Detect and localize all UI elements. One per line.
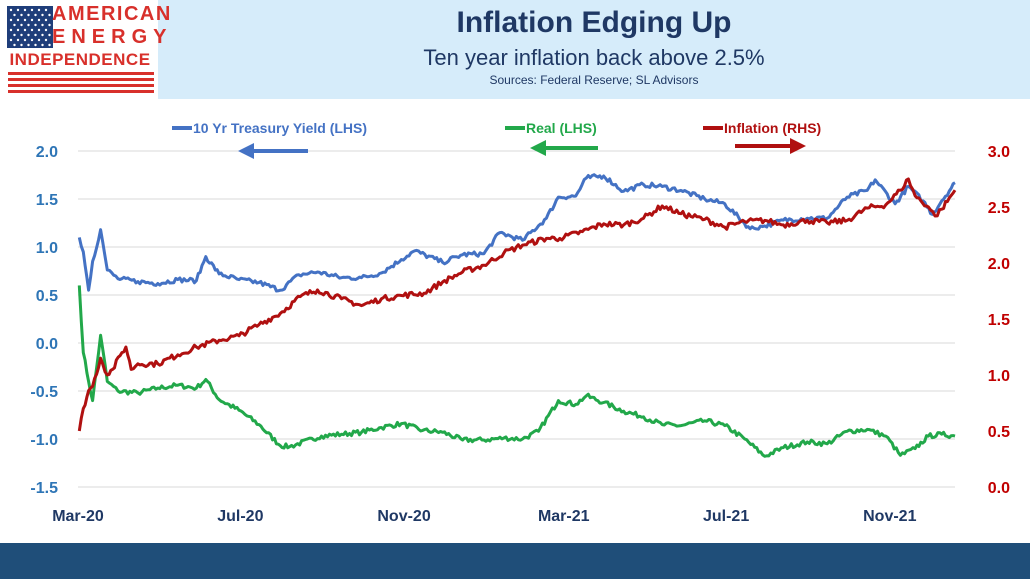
legend: 10 Yr Treasury Yield (LHS) Real (LHS) Infl… [172,120,821,159]
right-tick-label: 1.5 [988,312,1010,329]
page-subtitle: Ten year inflation back above 2.5% [423,45,765,70]
x-tick-label: Jul-21 [703,508,749,525]
series-layer [77,173,957,458]
flag-stripes-icon [8,72,154,93]
sources-note: Sources: Federal Reserve; SL Advisors [489,73,699,87]
right-tick-label: 2.0 [988,256,1010,273]
series-line-treasury [77,173,956,293]
right-tick-label: 3.0 [988,144,1010,161]
left-tick-label: 2.0 [36,144,58,161]
legend-label: Inflation (RHS) [724,120,821,136]
right-tick-label: 0.5 [988,424,1010,441]
left-tick-label: 1.0 [36,240,58,257]
legend-item: Inflation (RHS) [703,120,821,154]
logo-line-independence: INDEPENDENCE [9,50,151,69]
right-tick-label: 0.0 [988,480,1010,497]
x-tick-label: Mar-21 [538,508,590,525]
x-tick-label: Mar-20 [52,508,104,525]
series-line-inflation [77,177,957,432]
right-arrow-head-icon [790,138,806,154]
left-axis: 2.0 1.5 1.0 0.5 0.0 -0.5 -1.0 -1.5 [30,144,58,497]
right-axis: 3.0 2.5 2.0 1.5 1.0 0.5 0.0 [988,144,1010,497]
legend-label: 10 Yr Treasury Yield (LHS) [193,120,367,136]
x-tick-label: Jul-20 [217,508,263,525]
left-tick-label: 1.5 [36,192,58,209]
left-tick-label: -0.5 [30,384,58,401]
legend-item: 10 Yr Treasury Yield (LHS) [172,120,367,159]
left-tick-label: -1.5 [30,480,58,497]
left-tick-label: 0.0 [36,336,58,353]
legend-item: Real (LHS) [505,120,598,156]
us-flag-icon [7,6,53,48]
left-tick-label: -1.0 [30,432,58,449]
logo: AMERICAN ENERGY INDEPENDENCE [0,0,173,99]
inflation-chart: 2.0 1.5 1.0 0.5 0.0 -0.5 -1.0 -1.5 3.0 2.5 2.0 1.5… [30,120,1010,525]
header-banner: AMERICAN ENERGY INDEPENDENCE Inflation E… [0,0,1030,99]
right-tick-label: 2.5 [988,200,1010,217]
footer-bar [0,543,1030,579]
left-tick-label: 0.5 [36,288,58,305]
logo-line-american: AMERICAN [52,3,172,25]
logo-line-energy: ENERGY [52,26,173,48]
right-tick-label: 1.0 [988,368,1010,385]
x-tick-label: Nov-21 [863,508,916,525]
series-line-real [77,285,956,458]
x-tick-label: Nov-20 [377,508,430,525]
x-axis: Mar-20 Jul-20 Nov-20 Mar-21 Jul-21 Nov-21 [52,508,916,525]
legend-label: Real (LHS) [526,120,597,136]
left-arrow-head-icon [530,140,546,156]
left-arrow-head-icon [238,143,254,159]
page-title: Inflation Edging Up [456,6,732,39]
